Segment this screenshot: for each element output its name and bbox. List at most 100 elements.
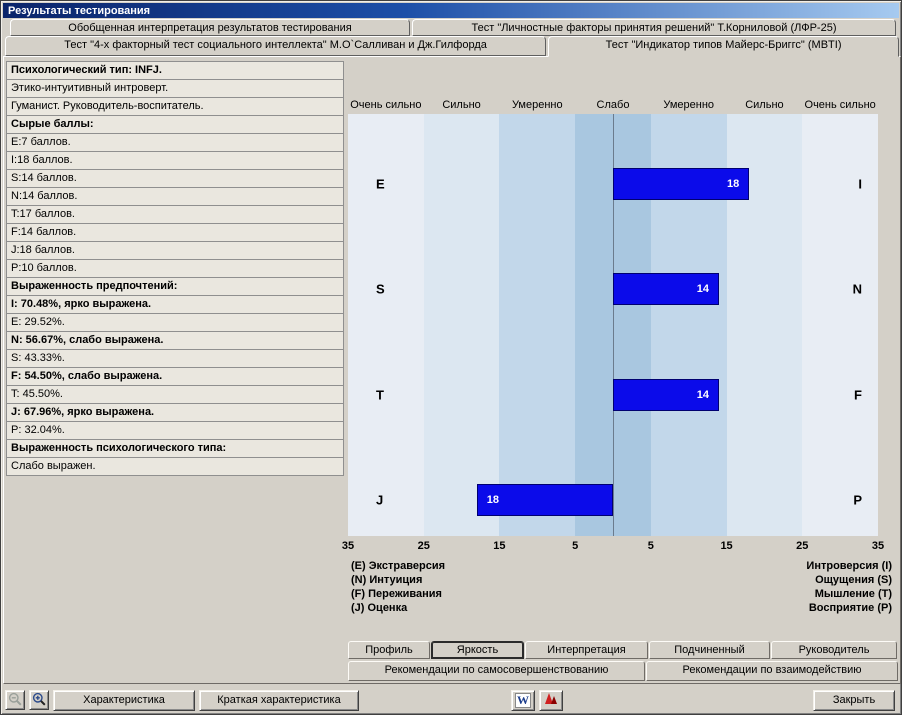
chart-row: T 14 F [348, 342, 878, 448]
pole-letter-right: F [854, 387, 862, 403]
intensity-label: Очень сильно [350, 99, 422, 111]
result-row: E:7 баллов. [6, 133, 344, 152]
legend-item: (J) Оценка [351, 602, 408, 614]
tab-profile[interactable]: Профиль [348, 641, 430, 659]
result-row: S:14 баллов. [6, 169, 344, 188]
brief-characteristic-button[interactable]: Краткая характеристика [199, 689, 359, 711]
axis-tick: 25 [417, 540, 430, 552]
pole-letter-left: S [376, 281, 385, 297]
result-row: I:18 баллов. [6, 151, 344, 170]
chart-row: E 18 I [348, 131, 878, 237]
chart-row: S 14 N [348, 237, 878, 343]
top-tab-row-1: Обобщенная интерпретация результатов тес… [3, 19, 899, 36]
results-text-panel: Психологический тип: INFJ. Этико-интуити… [6, 61, 344, 476]
bottom-tabs: Профиль Яркость Интерпретация Подчиненны… [348, 641, 898, 681]
score-bar-value: 14 [696, 283, 709, 296]
score-bar-value: 18 [727, 177, 740, 190]
zoom-out-button[interactable] [5, 690, 25, 710]
chart-band [348, 114, 424, 536]
legend-item: (E) Экстраверсия [351, 560, 445, 572]
result-row: Сырые баллы: [6, 115, 344, 134]
result-row: P:10 баллов. [6, 259, 344, 278]
result-row: Психологический тип: INFJ. [6, 61, 344, 80]
result-row: T:17 баллов. [6, 205, 344, 224]
result-row: J: 67.96%, ярко выражена. [6, 403, 344, 422]
chart-band [802, 114, 878, 536]
axis-tick: 15 [720, 540, 733, 552]
result-row: N: 56.67%, слабо выражена. [6, 331, 344, 350]
result-row: N:14 баллов. [6, 187, 344, 206]
intensity-label: Слабо [596, 99, 630, 111]
pole-letter-left: E [376, 176, 385, 192]
result-row: F:14 баллов. [6, 223, 344, 242]
pole-letter-left: T [376, 387, 384, 403]
window-title: Результаты тестирования [8, 4, 151, 17]
result-row: F: 54.50%, слабо выражена. [6, 367, 344, 386]
intensity-label: Сильно [745, 99, 784, 111]
legend-item: Мышление (T) [814, 588, 892, 600]
legend-item: (F) Переживания [351, 588, 442, 600]
chart-center-line [613, 114, 614, 536]
pole-letter-right: N [852, 281, 862, 297]
zoom-in-button[interactable] [29, 690, 49, 710]
tab-mbti-test[interactable]: Тест "Индикатор типов Майерс-Бриггс" (MB… [548, 36, 899, 57]
score-bar-value: 14 [696, 388, 709, 401]
legend-right: Интроверсия (I) Ощущения (S) Мышление (T… [806, 559, 894, 615]
red-app-button[interactable] [539, 689, 563, 711]
result-row: I: 70.48%, ярко выражена. [6, 295, 344, 314]
titlebar[interactable]: Результаты тестирования [3, 3, 899, 18]
chart-panel: Очень сильно Сильно Умеренно Слабо Умеренно С… [342, 57, 898, 683]
tab-subordinate[interactable]: Подчиненный [649, 641, 770, 659]
pole-letter-right: I [858, 176, 862, 192]
word-export-button[interactable]: W [511, 689, 535, 711]
bottom-tab-row-1: Профиль Яркость Интерпретация Подчиненны… [348, 641, 898, 659]
intensity-label: Очень сильно [804, 99, 876, 111]
characteristic-button[interactable]: Характеристика [53, 689, 195, 711]
intensity-labels: Очень сильно Сильно Умеренно Слабо Умеренно С… [348, 99, 878, 112]
toolbar: Характеристика Краткая характеристика W … [3, 687, 901, 713]
result-row: Гуманист. Руководитель-воспитатель. [6, 97, 344, 116]
result-row: P: 32.04%. [6, 421, 344, 440]
chart-rows: E 18 I S 14 N T 14 F J 18 P [348, 131, 878, 553]
score-bar: 14 [613, 273, 719, 306]
intensity-label: Сильно [442, 99, 481, 111]
pole-letter-right: P [853, 492, 862, 508]
tab-social-intellect-test[interactable]: Тест "4-х факторный тест социального инт… [5, 36, 547, 56]
axis-tick: 15 [493, 540, 506, 552]
result-row: Выраженность предпочтений: [6, 277, 344, 296]
result-row: Слабо выражен. [6, 457, 344, 476]
axis-tick: 35 [341, 540, 355, 552]
legend-item: Интроверсия (I) [806, 560, 892, 572]
axis-tick: 35 [871, 540, 885, 552]
tab-generalized-interpretation[interactable]: Обобщенная интерпретация результатов тес… [10, 19, 410, 36]
axis-ticks: 35 25 15 5 5 15 25 35 [342, 540, 884, 554]
tab-brightness[interactable]: Яркость [431, 641, 524, 659]
score-bar-value: 18 [486, 494, 499, 507]
result-row: E: 29.52%. [6, 313, 344, 332]
result-row: Этико-интуитивный интроверт. [6, 79, 344, 98]
legend-item: Восприятие (P) [808, 602, 892, 614]
score-bar: 18 [476, 484, 613, 517]
magnifier-plus-icon [32, 692, 46, 709]
chart-band [423, 114, 500, 536]
score-bar: 14 [613, 378, 719, 411]
tab-interpretation[interactable]: Интерпретация [525, 641, 648, 659]
axis-tick: 25 [796, 540, 809, 552]
bottom-tab-row-2: Рекомендации по самосовершенствованию Ре… [348, 661, 898, 681]
tab-self-improvement-recommendations[interactable]: Рекомендации по самосовершенствованию [348, 661, 645, 681]
tab-lfr25-test[interactable]: Тест "Личностные факторы принятия решени… [412, 19, 896, 36]
result-row: J:18 баллов. [6, 241, 344, 260]
mbti-tab-page: Психологический тип: INFJ. Этико-интуити… [3, 56, 901, 684]
red-logo-icon [543, 691, 559, 710]
intensity-label: Умеренно [511, 99, 563, 111]
legend-item: Ощущения (S) [815, 574, 892, 586]
close-button[interactable]: Закрыть [813, 689, 895, 711]
chart-band [575, 114, 613, 536]
chart-band [499, 114, 576, 536]
chart-legend: (E) Экстраверсия (N) Интуиция (F) Пережи… [348, 559, 894, 615]
tab-manager[interactable]: Руководитель [771, 641, 897, 659]
legend-left: (E) Экстраверсия (N) Интуиция (F) Пережи… [348, 559, 445, 615]
result-row: S: 43.33%. [6, 349, 344, 368]
tab-interaction-recommendations[interactable]: Рекомендации по взаимодействию [646, 661, 898, 681]
